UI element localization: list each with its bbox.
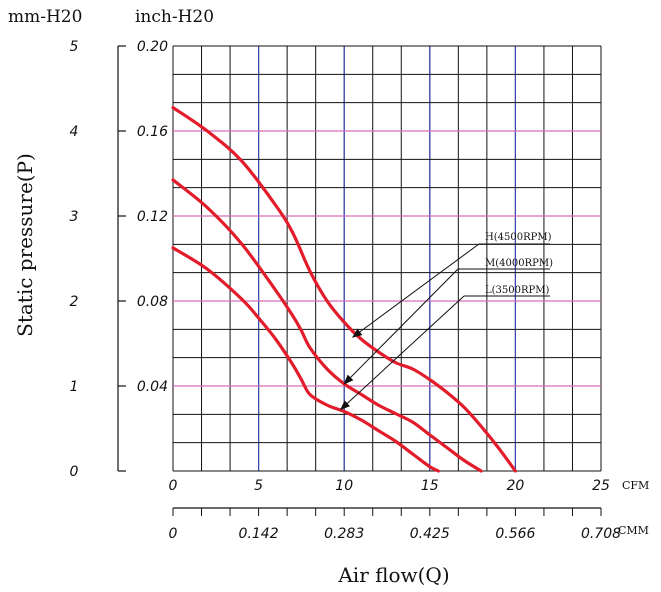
x-cfm-tick-label: 0 [169,478,178,494]
x-cfm-tick-label: 10 [335,478,353,494]
x-cfm-tick-label: 20 [506,478,524,494]
x-cfm-tick-label: 25 [592,478,610,494]
y-inch-tick-label: 0.16 [137,124,168,140]
x-cmm-tick-label: 0 [169,526,178,542]
unit-mm-h20-header: mm-H20 [8,7,82,27]
x-cfm-tick-label: 15 [421,478,439,494]
legend-label-1: M(4000RPM) [485,258,553,269]
x-cmm-tick-label: 0.283 [324,526,364,542]
y-inch-tick-label: 0.08 [137,294,168,310]
plot-grid [172,45,602,472]
y-mm-tick-label: 0 [70,464,79,480]
legend: H(4500RPM) M(4000RPM) L(3500RPM) [340,232,553,411]
x-cmm-tick-label: 0.566 [495,526,535,542]
y-mm-tick-label: 1 [70,379,79,395]
x-axis-title: Air flow(Q) [337,563,449,587]
legend-label-2: L(3500RPM) [485,285,549,296]
legend-pointer-1 [343,268,459,385]
x-cmm-tick-label: 0.708 [581,526,621,542]
legend-pointer-0 [351,243,480,338]
legend-pointer-2 [340,295,465,411]
y-inch-tick-label: 0.20 [137,39,168,55]
y-mm-tick-label: 3 [70,209,79,225]
x-cmm-tick-label: 0.425 [410,526,450,542]
curve-series-0 [171,106,517,473]
y-inch-tick-label: 0.04 [137,379,168,395]
legend-label-0: H(4500RPM) [485,232,552,243]
unit-inch-h20-header: inch-H20 [135,7,214,27]
curve-series-1 [171,178,483,473]
y-inch-tick-label: 0.12 [137,209,168,225]
x-cfm-unit: CFM [622,479,649,492]
y-mm-tick-label: 2 [70,294,79,310]
curve-series-2 [171,246,440,473]
y-mm-tick-label: 4 [70,124,79,140]
y-mm-tick-label: 5 [70,39,79,55]
y-axis-title: Static pressure(P) [13,153,37,337]
x-cfm-tick-label: 5 [254,478,263,494]
x-cmm-unit: CMM [618,524,649,537]
x-cmm-tick-label: 0.142 [239,526,279,542]
